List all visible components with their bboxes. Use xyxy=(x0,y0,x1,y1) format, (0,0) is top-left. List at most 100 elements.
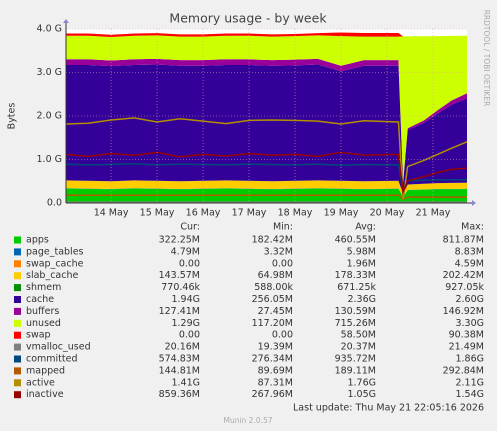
legend-stat: 276.34M xyxy=(252,354,293,365)
line xyxy=(65,117,468,200)
legend-stat: 770.46k xyxy=(161,282,200,293)
legend-stat: 2.60G xyxy=(455,294,484,305)
y-tick-label: 3.0 G xyxy=(37,67,63,78)
last-update: Last update: Thu May 21 22:05:16 2026 xyxy=(293,403,484,414)
y-axis-label: Bytes xyxy=(7,103,18,130)
legend-swatch xyxy=(14,355,21,363)
area xyxy=(66,188,467,197)
plot xyxy=(65,28,468,204)
line xyxy=(66,194,467,201)
legend-stat: 127.41M xyxy=(159,306,200,317)
legend-stat: 3.32M xyxy=(264,246,293,257)
legend-stat: 143.57M xyxy=(159,270,200,281)
legend-stat: 189.11M xyxy=(335,365,376,376)
legend-stat: 5.98M xyxy=(347,246,376,257)
stat-header: Avg: xyxy=(355,222,376,233)
legend: Cur: Min: Avg: Max: apps 322.25M 182.42M 460.55… xyxy=(14,222,484,400)
x-tick-label: 19 May xyxy=(324,208,359,219)
legend-label: active xyxy=(26,377,55,388)
legend-stat: 20.37M xyxy=(341,342,376,353)
legend-label: vmalloc_used xyxy=(26,342,91,353)
stat-header: Cur: xyxy=(180,222,200,233)
legend-swatch xyxy=(14,367,21,375)
legend-stat: 671.25k xyxy=(337,282,376,293)
legend-stat: 0.00 xyxy=(179,258,200,269)
legend-stat: 267.96M xyxy=(252,389,293,400)
x-tick-label: 17 May xyxy=(232,208,267,219)
legend-stat: 0.00 xyxy=(179,330,200,341)
chart-title: Memory usage - by week xyxy=(169,11,327,26)
stat-header: Min: xyxy=(273,222,293,233)
legend-stat: 256.05M xyxy=(252,294,293,305)
legend-swatch xyxy=(14,307,21,315)
legend-stat: 1.54G xyxy=(455,389,484,400)
line xyxy=(65,151,468,196)
x-tick-label: 16 May xyxy=(186,208,221,219)
legend-stat: 202.42M xyxy=(443,270,484,281)
legend-stat: 0.00 xyxy=(272,258,293,269)
legend-stat: 2.36G xyxy=(347,294,376,305)
legend-label: unused xyxy=(26,318,61,329)
legend-stat: 87.31M xyxy=(258,377,293,388)
legend-stat: 117.20M xyxy=(252,318,293,329)
y-tick-label: 4.0 G xyxy=(37,24,63,35)
legend-stat: 859.36M xyxy=(159,389,200,400)
legend-stat: 8.83M xyxy=(455,246,484,257)
legend-label: slab_cache xyxy=(26,270,78,281)
legend-label: shmem xyxy=(26,282,61,293)
side-text: RRDTOOL / TOBI OETIKER xyxy=(482,10,491,107)
legend-stat: 89.69M xyxy=(258,365,293,376)
legend-stat: 20.16M xyxy=(165,342,200,353)
legend-stat: 0.00 xyxy=(272,330,293,341)
legend-stat: 27.45M xyxy=(258,306,293,317)
y-tick-label: 2.0 G xyxy=(37,111,63,122)
legend-swatch xyxy=(14,331,21,339)
legend-stat: 292.84M xyxy=(443,365,484,376)
legend-stat: 935.72M xyxy=(335,354,376,365)
x-tick-label: 14 May xyxy=(94,208,129,219)
legend-stat: 144.81M xyxy=(159,365,200,376)
x-arrow xyxy=(472,200,476,206)
legend-swatch xyxy=(14,272,21,280)
legend-stat: 1.05G xyxy=(347,389,376,400)
legend-swatch xyxy=(14,284,21,292)
legend-stat: 1.96M xyxy=(347,258,376,269)
area xyxy=(66,64,467,194)
legend-stat: 4.79M xyxy=(171,246,200,257)
legend-stat: 460.55M xyxy=(335,235,376,246)
legend-swatch xyxy=(14,379,21,387)
legend-stat: 715.26M xyxy=(335,318,376,329)
legend-stat: 90.38M xyxy=(449,330,484,341)
y-arrow xyxy=(63,19,69,23)
area xyxy=(66,180,467,197)
area xyxy=(66,32,467,37)
y-tick-label: 0.0 xyxy=(47,198,62,209)
legend-stat: 4.59M xyxy=(455,258,484,269)
legend-stat: 811.87M xyxy=(443,235,484,246)
legend-swatch xyxy=(14,391,21,399)
axes xyxy=(63,19,476,206)
stat-header: Max: xyxy=(461,222,484,233)
legend-stat: 588.00k xyxy=(254,282,293,293)
legend-label: swap xyxy=(26,330,51,341)
legend-label: apps xyxy=(26,235,49,246)
legend-label: cache xyxy=(26,294,54,305)
area xyxy=(66,35,467,183)
legend-stat: 1.76G xyxy=(347,377,376,388)
legend-label: inactive xyxy=(26,389,64,400)
legend-label: page_tables xyxy=(26,246,84,257)
legend-swatch xyxy=(14,296,21,303)
y-tick-label: 1.0 G xyxy=(37,154,63,165)
legend-stat: 178.33M xyxy=(335,270,376,281)
legend-stat: 1.41G xyxy=(171,377,200,388)
legend-stat: 1.86G xyxy=(455,354,484,365)
footer: Munin 2.0.57 xyxy=(223,416,272,425)
legend-stat: 1.94G xyxy=(171,294,200,305)
x-tick-label: 20 May xyxy=(370,208,405,219)
legend-swatch xyxy=(14,343,21,351)
legend-stat: 2.11G xyxy=(455,377,484,388)
legend-stat: 182.42M xyxy=(252,235,293,246)
legend-label: buffers xyxy=(26,306,59,317)
legend-label: committed xyxy=(26,354,78,365)
